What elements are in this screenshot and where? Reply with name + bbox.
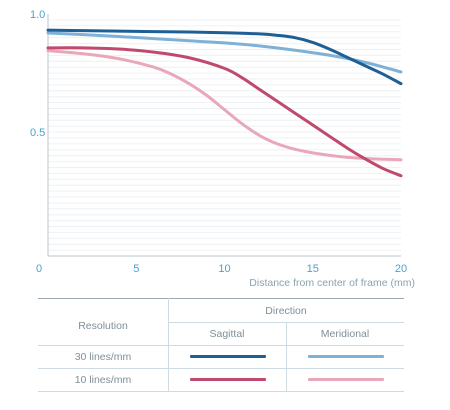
swatch-30-meridional <box>308 355 384 358</box>
legend-grid <box>38 298 404 392</box>
series-line-s10 <box>46 46 403 178</box>
legend-header-rule <box>38 345 404 346</box>
x-tick-label: 15 <box>307 263 319 275</box>
legend-row-rule <box>38 368 404 369</box>
legend-row-header: Resolution <box>78 320 128 332</box>
series-line-m10 <box>46 49 403 162</box>
y-tick-labels: 1.0 0.5 0 <box>30 9 45 275</box>
legend-table: Resolution Direction Sagittal Meridional… <box>38 298 404 392</box>
legend-bottom-rule <box>38 391 404 392</box>
series-line-m30 <box>46 31 403 74</box>
x-tick-label: 20 <box>395 263 407 275</box>
series-layer <box>46 28 403 178</box>
legend-col-meridional: Meridional <box>320 328 370 340</box>
y-tick-label: 0.5 <box>30 127 45 139</box>
y-tick-label: 0 <box>36 263 42 275</box>
series-line-s30 <box>46 28 403 86</box>
swatch-10-meridional <box>308 378 384 381</box>
x-axis-label: Distance from center of frame (mm) <box>249 277 415 289</box>
x-tick-labels: 5 10 15 20 <box>133 263 407 275</box>
legend-col-divider-1 <box>168 298 169 392</box>
legend-col-sagittal: Sagittal <box>209 328 245 340</box>
legend-row-10: 10 lines/mm <box>74 374 132 386</box>
legend-col-divider-2 <box>286 322 287 392</box>
legend-direction-title: Direction <box>265 305 307 317</box>
swatch-30-sagittal <box>190 355 266 358</box>
mtf-chart: 1.0 0.5 0 5 10 15 20 Distance from center of … <box>30 9 415 289</box>
x-tick-label: 5 <box>133 263 139 275</box>
legend-top-rule <box>38 298 404 299</box>
y-tick-label: 1.0 <box>30 9 45 21</box>
legend-row-30: 30 lines/mm <box>74 351 132 363</box>
swatch-10-sagittal <box>190 378 266 381</box>
x-tick-label: 10 <box>218 263 230 275</box>
